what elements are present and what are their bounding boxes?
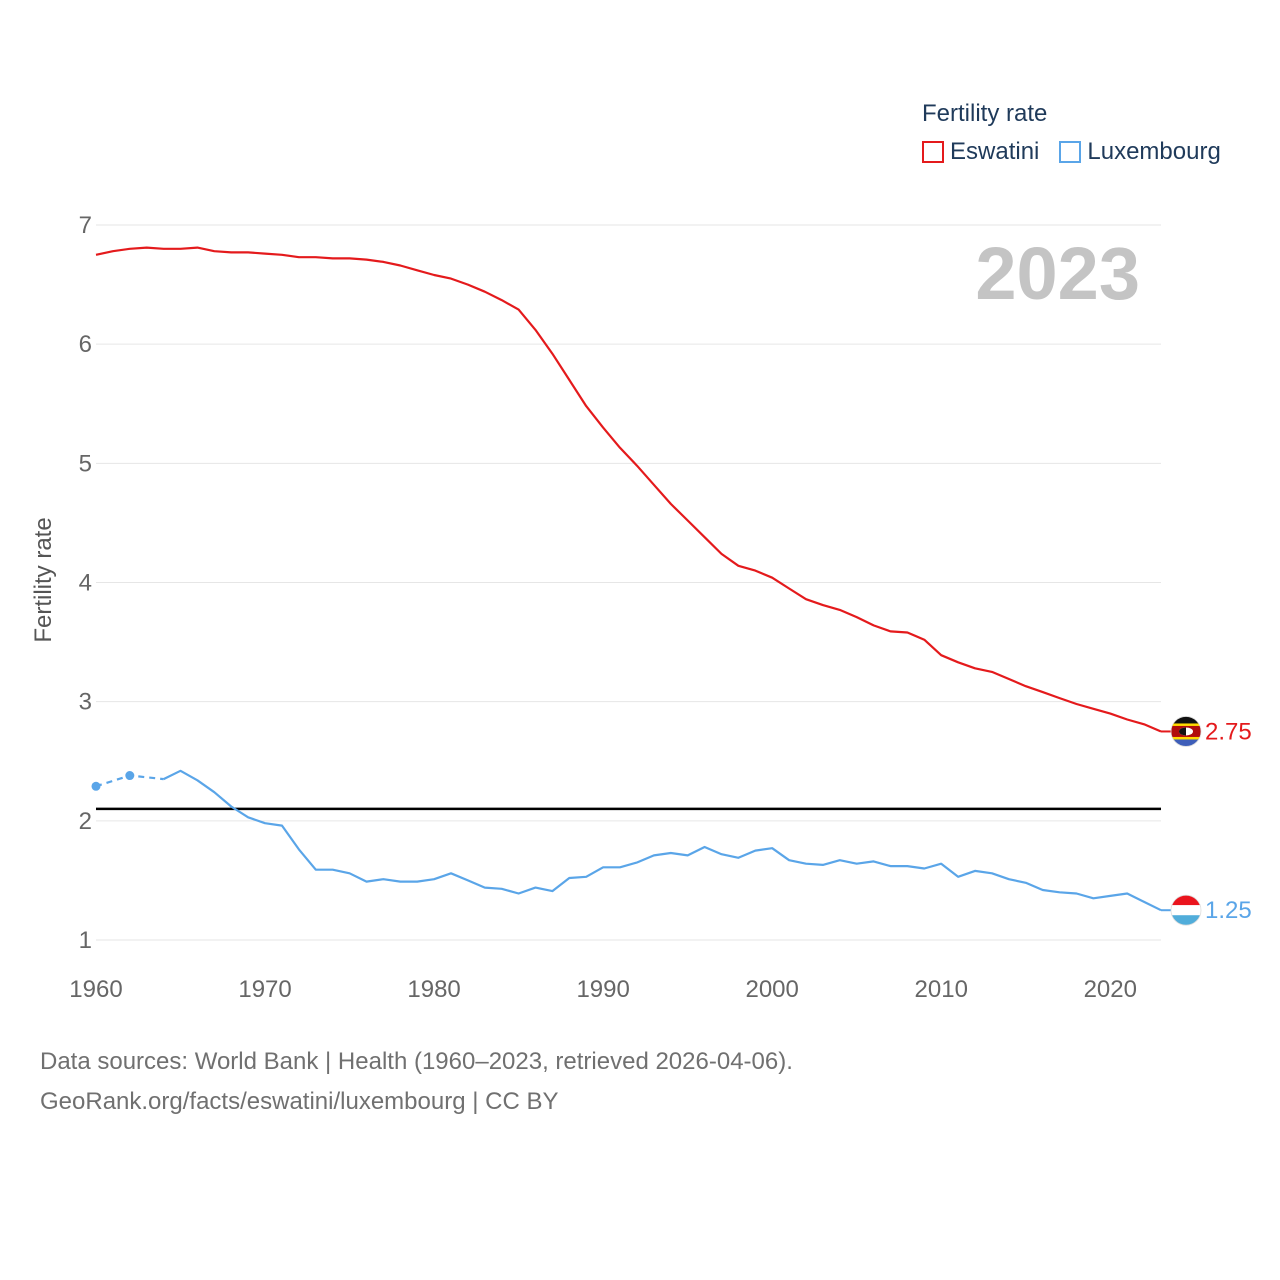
y-tick-label: 4 <box>79 570 92 597</box>
legend-items: Eswatini Luxembourg <box>922 138 1241 166</box>
x-tick-label: 2000 <box>745 976 798 1003</box>
data-point-luxembourg <box>125 771 135 781</box>
legend-item-eswatini[interactable]: Eswatini <box>922 138 1039 166</box>
end-value-luxembourg: 1.25 <box>1205 897 1252 924</box>
x-axis: 1960 1970 1980 1990 2000 2010 2020 <box>69 976 1137 1003</box>
legend-label-eswatini: Eswatini <box>950 138 1040 165</box>
legend-label-luxembourg: Luxembourg <box>1087 138 1221 165</box>
footer: Data sources: World Bank | Health (1960–… <box>40 1042 793 1122</box>
legend-swatch-luxembourg <box>1059 141 1082 163</box>
x-tick-label: 1990 <box>576 976 629 1003</box>
footer-sources: Data sources: World Bank | Health (1960–… <box>40 1048 793 1075</box>
x-tick-label: 1970 <box>238 976 291 1003</box>
footer-attribution: GeoRank.org/facts/eswatini/luxembourg | … <box>40 1088 559 1115</box>
series-line-eswatini <box>95 246 1162 733</box>
flag-luxembourg-icon <box>1170 894 1202 926</box>
fertility-chart: 1 2 3 4 5 6 7 1960 1970 1980 1990 2000 2010 2020 Fer… <box>30 212 1252 1003</box>
legend-item-luxembourg[interactable]: Luxembourg <box>1059 138 1221 166</box>
end-value-eswatini: 2.75 <box>1205 718 1252 745</box>
end-markers: 2.75 1.25 <box>1161 716 1252 926</box>
x-tick-label: 1980 <box>407 976 460 1003</box>
x-tick-label: 1960 <box>69 976 122 1003</box>
y-tick-label: 6 <box>79 331 92 358</box>
data-point-luxembourg <box>91 781 101 791</box>
y-tick-label: 1 <box>79 927 92 954</box>
flag-eswatini-icon <box>1170 716 1202 747</box>
legend-swatch-eswatini <box>922 141 944 163</box>
gridlines <box>96 224 1161 941</box>
year-watermark: 2023 <box>975 232 1140 315</box>
y-tick-label: 7 <box>79 212 92 239</box>
series-group <box>91 246 1162 912</box>
y-axis-label: Fertility rate <box>30 517 57 642</box>
legend: Fertility rate Eswatini Luxembourg <box>922 100 1241 166</box>
y-tick-label: 3 <box>79 689 92 716</box>
x-tick-label: 2010 <box>915 976 968 1003</box>
y-tick-label: 5 <box>79 450 92 477</box>
y-axis: 1 2 3 4 5 6 7 <box>79 212 92 954</box>
legend-title: Fertility rate <box>922 100 1048 127</box>
series-line-luxembourg <box>163 769 1162 912</box>
x-tick-label: 2020 <box>1084 976 1137 1003</box>
y-tick-label: 2 <box>79 808 92 835</box>
